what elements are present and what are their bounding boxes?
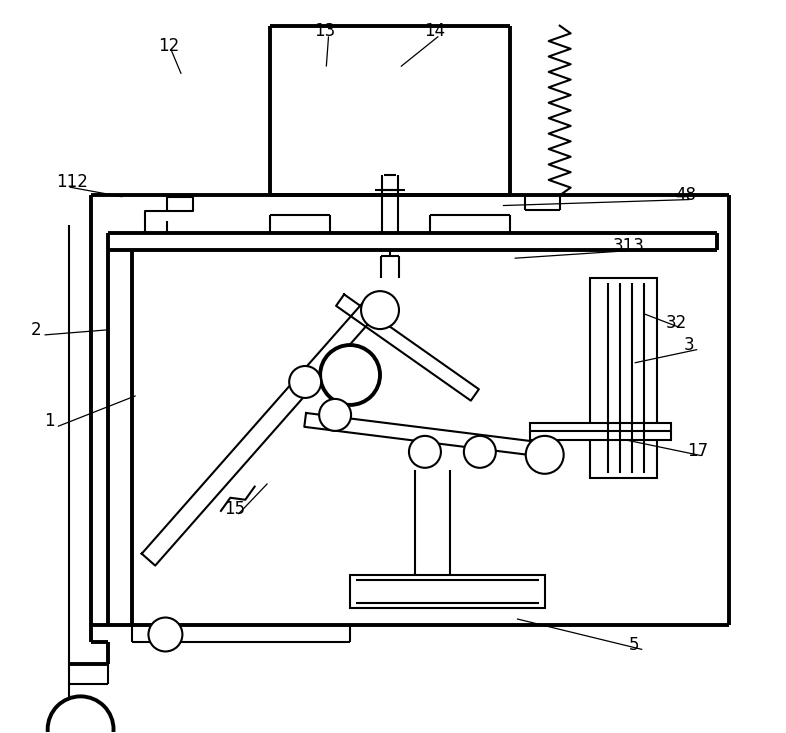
Text: 2: 2 bbox=[31, 321, 41, 339]
Bar bbox=[350, 575, 545, 608]
Circle shape bbox=[409, 436, 441, 468]
Circle shape bbox=[319, 399, 351, 431]
Circle shape bbox=[289, 366, 321, 398]
Text: 1: 1 bbox=[44, 413, 54, 430]
Text: 48: 48 bbox=[675, 185, 696, 204]
Circle shape bbox=[361, 291, 399, 329]
Text: 17: 17 bbox=[687, 442, 708, 460]
Text: 13: 13 bbox=[314, 23, 336, 40]
Circle shape bbox=[464, 436, 496, 468]
Bar bbox=[590, 278, 658, 478]
Text: 12: 12 bbox=[158, 37, 179, 55]
Circle shape bbox=[526, 436, 564, 474]
Text: 14: 14 bbox=[424, 23, 446, 40]
Text: 15: 15 bbox=[224, 500, 245, 518]
Text: 3: 3 bbox=[683, 336, 694, 353]
Text: 32: 32 bbox=[666, 314, 687, 331]
Circle shape bbox=[149, 617, 182, 652]
Text: 112: 112 bbox=[56, 173, 87, 191]
Bar bbox=[530, 423, 671, 440]
Text: 313: 313 bbox=[612, 237, 645, 255]
Polygon shape bbox=[336, 295, 479, 401]
Polygon shape bbox=[141, 302, 376, 566]
Circle shape bbox=[48, 696, 113, 733]
Text: 5: 5 bbox=[628, 636, 639, 654]
Circle shape bbox=[320, 345, 380, 405]
Polygon shape bbox=[304, 413, 545, 457]
